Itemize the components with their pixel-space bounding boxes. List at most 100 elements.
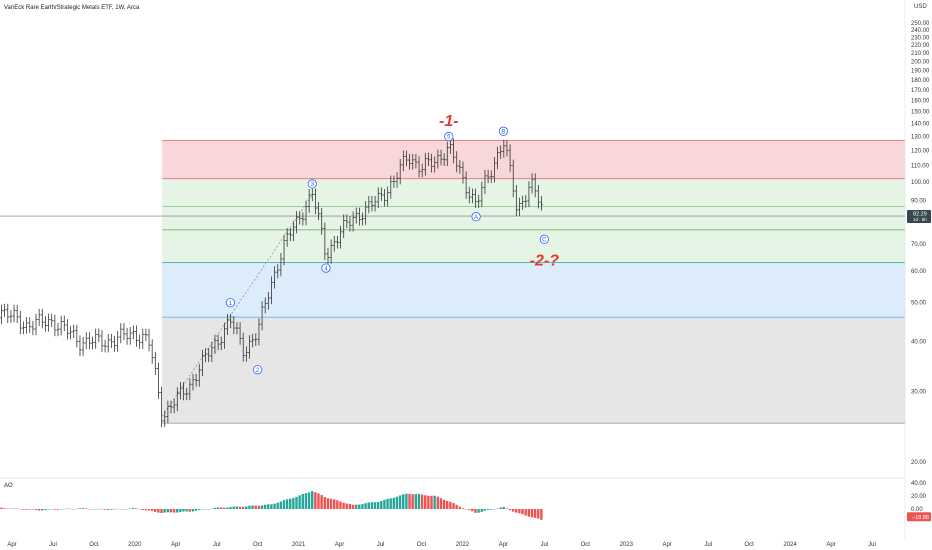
ao-bar <box>78 508 82 509</box>
ao-bar <box>414 494 418 509</box>
ao-bar <box>263 504 267 509</box>
fib-zone <box>162 229 905 263</box>
ao-bar <box>273 503 276 509</box>
ao-bar <box>132 508 135 509</box>
ao-bar <box>317 493 320 509</box>
y-tick-label: 110.00 <box>911 164 930 170</box>
ao-bar <box>345 503 348 509</box>
wave-label-circle <box>307 179 317 189</box>
ao-bar <box>508 509 512 511</box>
ao-bar <box>502 506 505 509</box>
ao-bar <box>191 509 195 512</box>
y-tick-label: 180.00 <box>911 78 930 84</box>
ao-bar <box>144 509 148 511</box>
x-tick-label: Jul <box>377 542 385 548</box>
ao-bar <box>44 509 47 511</box>
wave-labels: 1 2 3 4 5 A B C <box>225 126 549 375</box>
ao-bar <box>260 505 264 509</box>
ao-bar <box>31 509 34 510</box>
ao-bar <box>373 502 377 509</box>
ao-bar <box>467 509 471 510</box>
ao-bar <box>270 504 273 509</box>
x-tick-label: 2022 <box>456 542 470 548</box>
ao-bar <box>241 506 245 509</box>
ao-bar <box>430 495 433 509</box>
ao-bar <box>361 504 364 509</box>
ao-bar <box>248 505 251 509</box>
ao-bar <box>326 498 330 509</box>
x-tick-label: Apr <box>663 542 672 548</box>
x-tick-label: Apr <box>499 542 508 548</box>
currency-label: USD <box>914 4 927 10</box>
wave-label-A: A <box>474 215 478 221</box>
wave-label-2: 2 <box>256 368 260 374</box>
wave-label-5: 5 <box>447 135 451 141</box>
x-tick-label: Jul <box>49 542 57 548</box>
ao-bar <box>245 506 248 509</box>
ao-bar <box>106 509 110 511</box>
ao-bar <box>182 509 185 512</box>
ao-bar <box>160 509 163 514</box>
last-price-tag <box>907 210 931 224</box>
ao-bar <box>486 509 490 510</box>
x-tick-label: Apr <box>171 542 180 548</box>
ao-bar <box>449 501 452 509</box>
dashed-trend-line <box>161 194 313 417</box>
ao-bar <box>41 509 44 511</box>
ao-bar <box>417 494 421 509</box>
wave-label-circle <box>253 365 263 375</box>
ao-bar <box>298 495 301 509</box>
ao-bar <box>157 509 160 513</box>
fib-retracement[interactable] <box>162 140 905 424</box>
y-tick-label: 50.00 <box>911 301 927 307</box>
ao-bar <box>166 509 169 513</box>
ao-bar <box>427 495 430 509</box>
x-tick-label: 2021 <box>292 542 306 548</box>
x-tick-label: 2023 <box>620 542 634 548</box>
ao-bar <box>254 505 257 509</box>
ao-bar <box>392 497 396 509</box>
ao-bar <box>537 509 540 519</box>
ao-bar <box>25 509 28 510</box>
ao-bar <box>323 497 326 509</box>
ao-bar <box>402 494 405 509</box>
x-tick-label: Oct <box>581 542 591 548</box>
ao-bar <box>289 498 292 509</box>
y-tick-label: 120.00 <box>911 148 930 154</box>
ao-bar <box>56 509 60 510</box>
wave-label-1: 1 <box>229 301 233 307</box>
ao-bar <box>223 507 226 509</box>
ao-bar <box>282 500 286 509</box>
wave-label-circle <box>498 126 508 136</box>
ao-bar <box>292 497 295 509</box>
ao-bar <box>320 495 323 509</box>
x-tick-label: Oct <box>417 542 427 548</box>
ao-bar <box>433 495 436 509</box>
ao-bar <box>197 509 201 510</box>
wave-label-B: B <box>501 129 505 135</box>
ao-bar <box>489 509 493 510</box>
ao-bar <box>351 504 355 509</box>
ao-bar <box>515 509 518 513</box>
ao-bar <box>411 494 414 509</box>
ao-bar <box>238 506 242 509</box>
ao-bar <box>301 494 304 509</box>
ao-bar <box>367 502 370 509</box>
ao-bar <box>336 500 339 509</box>
y-tick-label: 150.00 <box>911 110 930 116</box>
ao-bar <box>461 508 465 509</box>
ao-bar <box>380 501 383 509</box>
ao-bar <box>424 495 427 509</box>
wave-label-4: 4 <box>324 266 328 272</box>
ao-bar <box>511 509 515 512</box>
ao-bar <box>216 507 220 509</box>
ao-y-tick-label: 40.00 <box>911 481 927 487</box>
ao-bar <box>12 508 16 509</box>
ao-y-tick-label: 20.00 <box>911 494 927 500</box>
x-tick-label: Jul <box>213 542 221 548</box>
ao-bar <box>34 509 38 510</box>
ao-bar <box>455 504 458 509</box>
ao-bar <box>364 503 367 509</box>
